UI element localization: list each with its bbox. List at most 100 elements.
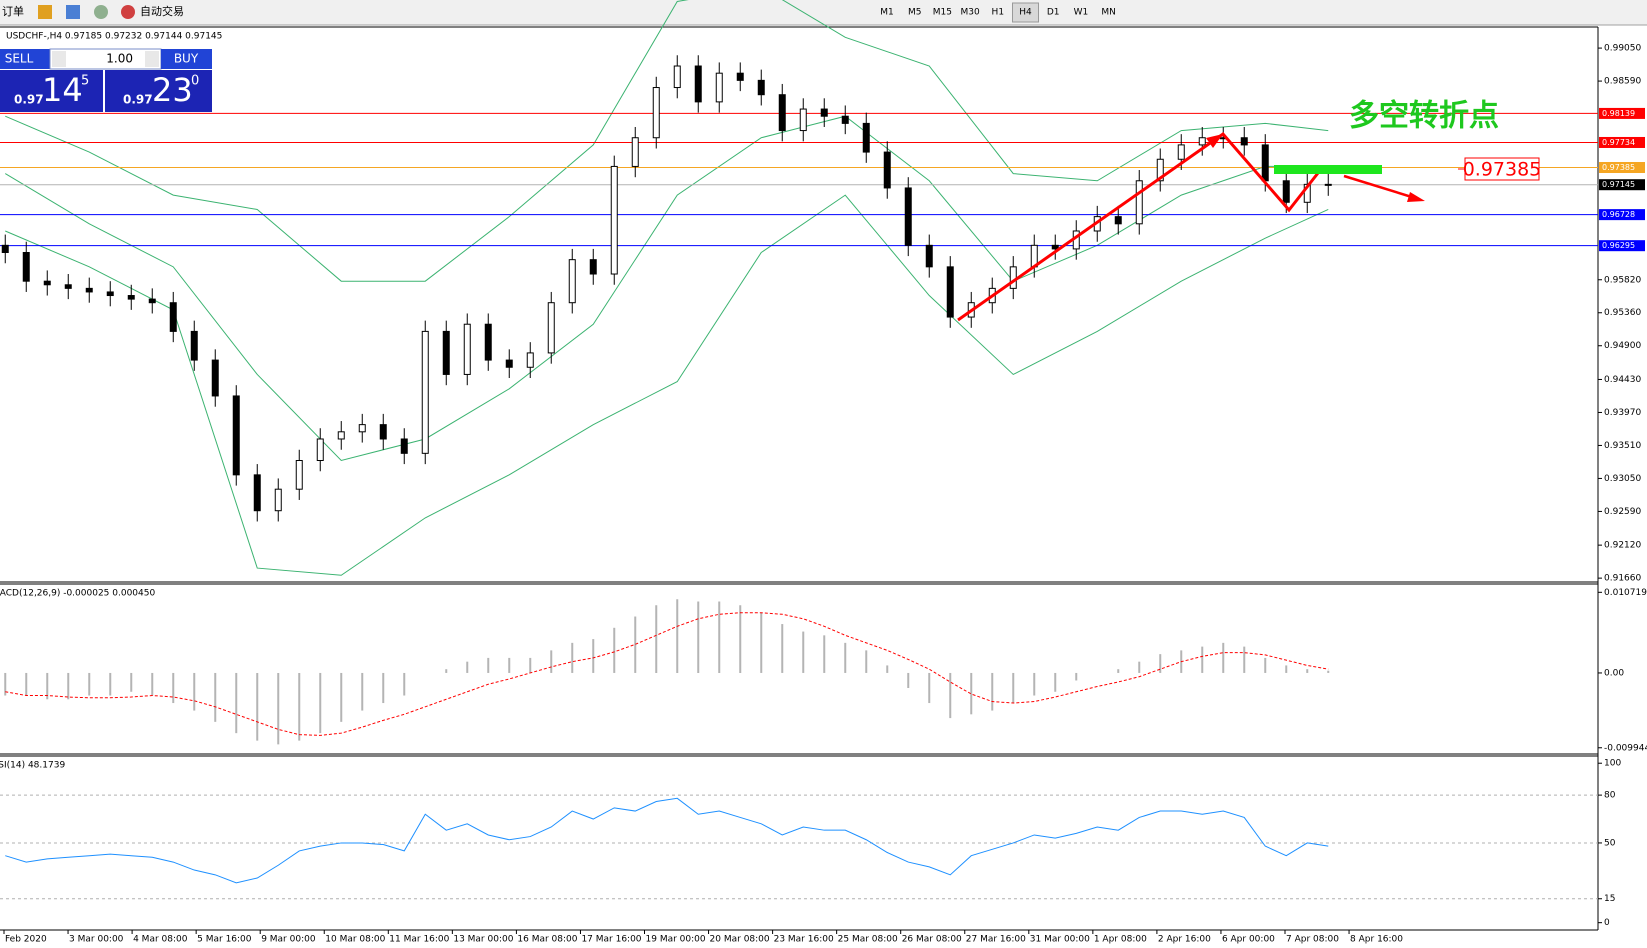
timeframe-button[interactable]: H4: [1019, 8, 1032, 18]
x-tick-label: 23 Mar 16:00: [774, 935, 834, 945]
level-label: 0.97734: [1602, 138, 1635, 147]
lot-value[interactable]: 1.00: [106, 52, 133, 66]
x-tick-label: 5 Mar 16:00: [197, 935, 252, 945]
candle-body: [43, 280, 51, 286]
x-tick-label: 17 Mar 16:00: [581, 935, 641, 945]
candle-body: [1051, 244, 1059, 250]
candle-body: [673, 65, 681, 89]
candle-body: [568, 259, 576, 304]
level-label: 0.96728: [1602, 210, 1635, 219]
sell-label[interactable]: SELL: [5, 52, 34, 66]
candle-body: [589, 259, 597, 275]
x-tick-label: 4 Mar 08:00: [133, 935, 188, 945]
candle-body: [358, 424, 366, 433]
candle-body: [841, 115, 849, 124]
level-label: 0.97385: [1602, 163, 1635, 172]
x-tick-label: 20 Mar 08:00: [710, 935, 770, 945]
timeframe-button[interactable]: M15: [933, 8, 952, 18]
candle-body: [547, 302, 555, 354]
x-tick-label: 26 Mar 08:00: [902, 935, 962, 945]
y-tick-label: 0.95360: [1604, 308, 1641, 318]
candle-body: [85, 287, 93, 293]
drawn-arrow: [957, 131, 1320, 322]
candle-body: [1324, 183, 1332, 186]
orders-button[interactable]: 订单: [2, 5, 24, 18]
y-tick-label: 0.99050: [1604, 44, 1641, 54]
candle-body: [946, 266, 954, 318]
y-tick-label: 0.00: [1604, 668, 1624, 678]
candle-body: [484, 323, 492, 361]
x-tick-label: 11 Mar 16:00: [389, 935, 449, 945]
y-tick-label: -0.009944: [1604, 743, 1647, 753]
candle-body: [1156, 158, 1164, 182]
level-label-bg: [1599, 162, 1645, 174]
auto-trading-icon[interactable]: [121, 5, 135, 19]
annotation-text: 多空转折点: [1349, 99, 1499, 134]
lot-up[interactable]: [145, 51, 159, 67]
sell-button[interactable]: [0, 49, 50, 69]
candle-body: [442, 330, 450, 375]
candle-body: [1282, 180, 1290, 203]
x-tick-label: 6 Apr 00:00: [1222, 935, 1275, 945]
candle-body: [799, 108, 807, 132]
candle-body: [22, 251, 30, 282]
candle-body: [463, 323, 471, 375]
candle-body: [715, 72, 723, 103]
macd-signal: [5, 612, 1329, 736]
x-tick-label: Feb 2020: [5, 935, 47, 945]
icon[interactable]: [66, 5, 80, 19]
level-label-bg: [1599, 240, 1645, 252]
y-tick-label: 0.91660: [1604, 574, 1641, 584]
level-label-bg: [1599, 107, 1645, 119]
icon[interactable]: [94, 5, 108, 19]
timeframe-button[interactable]: M30: [960, 8, 979, 18]
lot-down[interactable]: [52, 51, 66, 67]
timeframe-button[interactable]: MN: [1101, 8, 1116, 18]
candle-body: [925, 244, 933, 268]
sell-price-box[interactable]: [0, 70, 103, 112]
level-label-bg: [1599, 209, 1645, 221]
x-tick-label: 3 Mar 00:00: [69, 935, 124, 945]
candle-body: [778, 94, 786, 132]
y-tick-label: 80: [1604, 791, 1616, 801]
x-tick-label: 31 Mar 00:00: [1030, 935, 1090, 945]
drawn-arrow: [1343, 174, 1416, 200]
buy-price-box[interactable]: [105, 70, 212, 112]
x-tick-label: 8 Apr 16:00: [1350, 935, 1403, 945]
level-label: 0.98139: [1602, 109, 1635, 118]
candle-body: [736, 72, 744, 81]
rsi-line: [5, 797, 1329, 884]
x-tick-label: 2 Apr 16:00: [1158, 935, 1211, 945]
candle-body: [190, 330, 198, 361]
candle-body: [253, 474, 261, 512]
timeframe-button[interactable]: H1: [992, 8, 1005, 18]
candle-body: [757, 79, 765, 96]
price-big: 14: [42, 71, 83, 109]
buy-button[interactable]: [161, 49, 212, 69]
candle-body: [1, 244, 9, 253]
candle-body: [106, 291, 114, 297]
x-tick-label: 10 Mar 08:00: [325, 935, 385, 945]
chart-title: USDCHF-,H4 0.97185 0.97232 0.97144 0.971…: [6, 32, 222, 42]
timeframe-button[interactable]: M5: [908, 8, 922, 18]
candle-body: [1198, 137, 1206, 146]
price-prefix: 0.97: [123, 93, 153, 107]
buy-label[interactable]: BUY: [174, 52, 199, 66]
auto-trading-button[interactable]: 自动交易: [140, 4, 184, 18]
timeframe-button[interactable]: D1: [1047, 8, 1060, 18]
timeframe-button[interactable]: W1: [1074, 8, 1089, 18]
candle-body: [379, 424, 387, 440]
candle-body: [127, 295, 135, 300]
timeframe-button[interactable]: M1: [880, 8, 894, 18]
candle-body: [904, 187, 912, 246]
price-big: 23: [152, 71, 193, 109]
price-small: 0: [191, 74, 199, 89]
x-tick-label: 7 Apr 08:00: [1286, 935, 1339, 945]
x-tick-label: 25 Mar 08:00: [838, 935, 898, 945]
arrow-head: [1407, 192, 1425, 202]
y-tick-label: 0.94900: [1604, 341, 1641, 351]
level-label-bg: [1599, 179, 1645, 191]
candle-body: [694, 65, 702, 103]
icon[interactable]: [38, 5, 52, 19]
y-tick-label: 50: [1604, 838, 1616, 848]
